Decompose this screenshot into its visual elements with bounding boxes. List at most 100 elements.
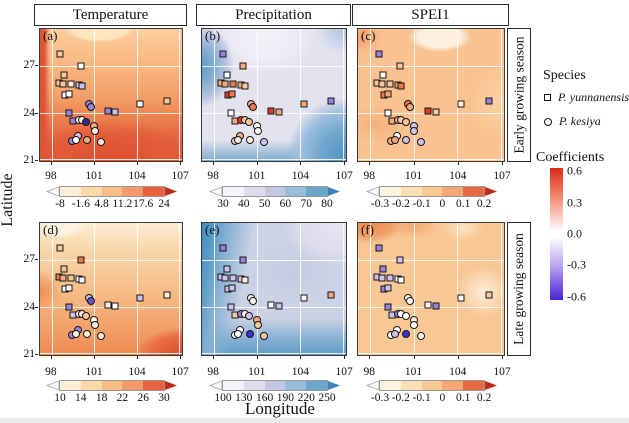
site-marker: [82, 117, 91, 126]
axis-tick-mark: [213, 356, 215, 359]
map-panel-c: (c): [357, 28, 505, 162]
colorbar-segment: [223, 187, 244, 196]
axis-tick-label: 101: [248, 366, 266, 378]
site-marker: [65, 303, 73, 311]
site-marker: [229, 274, 237, 282]
colorbar-tick-label: 60: [279, 198, 292, 210]
colorbar-segment: [306, 381, 327, 390]
site-marker: [384, 90, 392, 98]
site-marker: [402, 329, 411, 338]
facet-strip-label: SPEI1: [411, 6, 450, 23]
axis-tick-label: 24: [23, 106, 36, 119]
site-marker: [245, 117, 254, 126]
site-marker: [60, 71, 68, 79]
gridline: [300, 29, 302, 161]
gridline: [40, 65, 182, 67]
axis-tick-mark: [256, 356, 258, 359]
colorbar-tick-label: 30: [217, 198, 229, 210]
site-marker: [379, 265, 387, 273]
colorbar-segment: [421, 381, 443, 390]
gridline: [501, 223, 503, 355]
species-legend-title: Species: [543, 68, 586, 83]
gridline: [213, 29, 215, 161]
facet-strip-label: Precipitation: [235, 6, 312, 23]
site-marker: [378, 274, 386, 282]
colorbar-segment: [101, 187, 123, 196]
site-marker: [223, 71, 231, 79]
gridline: [300, 223, 302, 355]
axis-tick-mark: [344, 162, 346, 165]
colorbar-segment: [143, 381, 164, 390]
site-marker: [397, 82, 405, 90]
axis-tick-label: 101: [404, 366, 423, 378]
site-marker: [457, 294, 465, 302]
gridline: [370, 223, 372, 355]
site-marker: [417, 332, 426, 341]
axis-tick-mark: [50, 162, 52, 165]
colorbar-tick-label: 190: [276, 392, 295, 404]
axis-tick-mark: [300, 356, 302, 359]
axis-tick-mark: [256, 162, 258, 165]
site-marker: [234, 329, 243, 338]
site-marker: [300, 100, 308, 108]
site-marker: [221, 80, 229, 88]
gridline: [213, 223, 215, 355]
facet-strip-label: Early growing season: [511, 36, 527, 154]
colorbar-tick-label: -1.6: [71, 198, 90, 210]
site-marker: [375, 50, 383, 58]
colorbar-tick-label: 70: [300, 198, 312, 210]
panel-colorbar-labels: -0.3 -0.2 -0.1 0 0.1 0.2: [371, 198, 491, 210]
site-marker: [390, 135, 399, 144]
site-marker: [401, 311, 410, 320]
site-marker: [245, 329, 254, 338]
site-marker: [56, 50, 64, 58]
axis-tick-mark: [35, 306, 38, 308]
map-panel-d: (d): [39, 222, 183, 356]
legend-item-yunnanensis: P. yunnanensis: [544, 90, 629, 105]
axis-tick-mark: [457, 162, 459, 165]
site-marker: [378, 80, 386, 88]
axis-tick-label: 24: [23, 300, 36, 313]
site-marker: [83, 135, 92, 144]
site-marker: [384, 109, 392, 117]
site-marker: [390, 329, 399, 338]
gridline: [179, 223, 181, 355]
site-marker: [67, 80, 75, 88]
site-marker: [59, 80, 67, 88]
map-panel-f: (f): [357, 222, 505, 356]
axis-tick-mark: [457, 356, 459, 359]
site-marker: [60, 265, 68, 273]
axis-tick-label: 104: [291, 366, 310, 378]
gridline: [202, 353, 346, 355]
site-marker: [82, 311, 91, 320]
site-marker: [396, 256, 404, 264]
site-marker: [406, 103, 415, 112]
site-marker: [65, 90, 73, 98]
panel-colorbar: [366, 186, 498, 197]
site-marker: [90, 321, 99, 330]
site-marker: [267, 107, 275, 115]
coefficients-tick-label: 0.0: [567, 226, 582, 241]
panel-colorbar: [209, 186, 341, 197]
colorbar-left-arrow: [366, 381, 379, 390]
map-panel-b: (b): [201, 28, 347, 162]
panel-colorbar: [46, 186, 178, 197]
site-marker: [327, 291, 335, 299]
coefficients-tick-label: 0.3: [567, 195, 582, 210]
site-marker: [83, 329, 92, 338]
gridline: [51, 29, 53, 161]
gridline: [370, 29, 372, 161]
legend-item-kesiya: P. kesiya: [544, 114, 601, 129]
axis-tick-label: 98: [363, 366, 375, 378]
panel-letter: (e): [205, 222, 220, 237]
site-marker: [59, 274, 67, 282]
site-marker: [241, 82, 249, 90]
site-marker: [375, 244, 383, 252]
colorbar-left-arrow: [46, 187, 59, 196]
axis-tick-mark: [180, 356, 182, 359]
colorbar-body: [379, 186, 485, 197]
colorbar-segment: [80, 381, 102, 390]
site-marker: [327, 97, 335, 105]
colorbar-segment: [421, 187, 443, 196]
colorbar-body: [59, 186, 165, 197]
